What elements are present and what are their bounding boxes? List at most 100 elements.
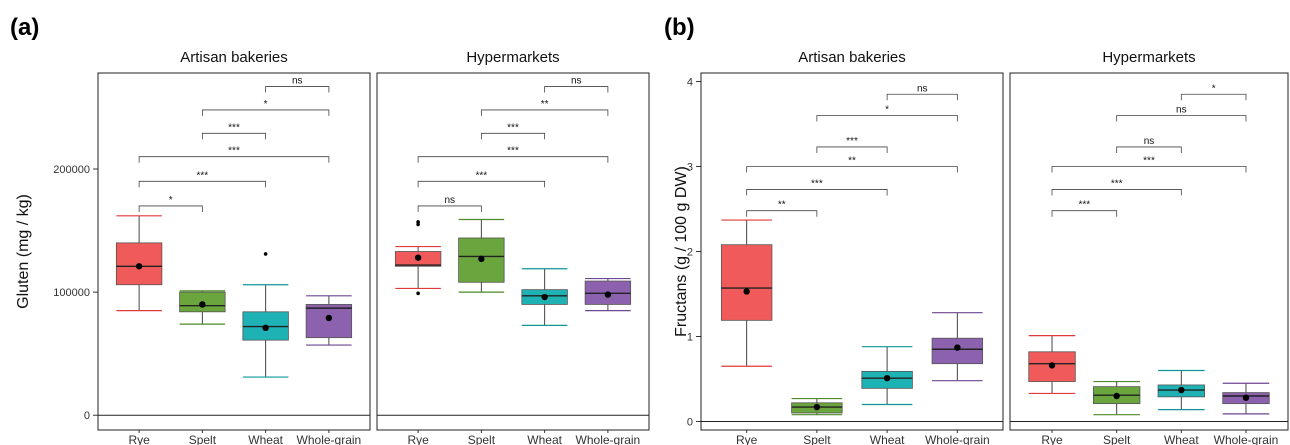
significance-label: ** [848, 156, 856, 167]
outlier-point [416, 222, 420, 227]
significance-label: * [1212, 83, 1216, 94]
significance-bracket [417, 156, 609, 163]
mean-point [325, 314, 333, 322]
y-axis-label: Gluten (mg / kg) [15, 194, 32, 309]
x-tick-label: Spelt [189, 433, 217, 445]
significance-bracket [417, 180, 546, 188]
box-spelt [1093, 380, 1141, 416]
significance-bracket [480, 132, 546, 140]
mean-point [262, 324, 269, 332]
facet-frame [1009, 72, 1289, 431]
box-iqr [720, 244, 773, 321]
significance-label: * [264, 99, 268, 110]
box-iqr [931, 337, 984, 365]
mean-point [414, 254, 422, 261]
y-tick-label: 4 [687, 77, 693, 89]
mean-point [478, 255, 485, 263]
outlier-point [416, 220, 420, 224]
significance-label: ns [917, 83, 928, 94]
x-tick-label: Whole-grain [297, 433, 362, 445]
mean-point [954, 344, 961, 351]
x-tick-label: Wheat [248, 433, 283, 445]
mean-point [604, 291, 612, 298]
significance-label: *** [1111, 178, 1123, 189]
significance-label: *** [1143, 156, 1155, 167]
significance-label: *** [228, 146, 240, 157]
x-tick-label: Whole-grain [576, 433, 641, 445]
facet-title: Hypermarkets [466, 49, 559, 66]
significance-label: ns [1176, 105, 1187, 116]
box-spelt [791, 397, 843, 416]
significance-bracket [886, 93, 958, 101]
significance-label: ns [444, 195, 455, 206]
y-tick-label: 200000 [53, 164, 90, 176]
box-rye [394, 220, 442, 296]
box-wheat [521, 268, 568, 326]
y-tick-label: 100000 [53, 287, 90, 299]
y-tick-label: 2 [687, 247, 693, 259]
significance-label: *** [507, 122, 519, 133]
box-whole-grain [584, 277, 632, 312]
significance-label: *** [846, 136, 858, 147]
panel-label: (b) [664, 14, 695, 41]
significance-bracket [746, 189, 888, 196]
significance-bracket [201, 132, 267, 140]
y-tick-label: 1 [687, 332, 693, 344]
mean-point [1048, 362, 1056, 369]
box-wheat [1157, 369, 1205, 411]
significance-label: ** [541, 99, 549, 110]
significance-bracket [544, 86, 609, 93]
significance-bracket [1051, 210, 1118, 217]
box-wheat [242, 252, 289, 378]
x-tick-label: Spelt [803, 433, 831, 445]
x-tick-label: Rye [128, 433, 150, 445]
box-whole-grain [1222, 382, 1270, 415]
y-tick-label: 3 [687, 162, 693, 174]
significance-label: * [885, 105, 889, 116]
significance-bracket [265, 86, 330, 93]
significance-bracket [417, 205, 482, 212]
significance-bracket [816, 115, 958, 122]
significance-label: *** [1079, 200, 1091, 211]
significance-bracket [1180, 93, 1247, 101]
significance-label: ** [778, 200, 786, 211]
x-tick-label: Whole-grain [925, 433, 990, 445]
chart-panel-1: (b) Fructans (g / 100 g DW) 0 1 2 3 4 Artisan b… [664, 14, 1289, 445]
outlier-point [263, 252, 268, 256]
mean-point [1178, 386, 1185, 394]
significance-bracket [138, 205, 203, 212]
significance-label: *** [507, 146, 519, 157]
significance-bracket [1116, 146, 1182, 153]
significance-bracket [201, 109, 330, 116]
significance-bracket [138, 156, 330, 163]
box-rye [1028, 335, 1076, 395]
facet-title: Artisan bakeries [180, 49, 288, 66]
significance-label: ns [1144, 136, 1155, 147]
panel-label: (a) [10, 14, 39, 41]
mean-point [135, 263, 143, 270]
significance-bracket [1051, 166, 1247, 173]
chart-panel-0: (a) Gluten (mg / kg) 0 100000 200000 Artisan … [10, 14, 650, 445]
mean-point [743, 288, 750, 295]
significance-bracket [138, 180, 267, 188]
box-whole-grain [931, 312, 984, 382]
x-tick-label: Rye [1041, 433, 1063, 445]
facet-title: Artisan bakeries [798, 49, 906, 66]
mean-point [541, 293, 548, 301]
mean-point [1113, 392, 1120, 400]
significance-label: *** [197, 170, 209, 181]
significance-bracket [816, 146, 888, 153]
significance-label: *** [476, 170, 488, 181]
facet-1: Hypermarkets *** *** *** ns ns * Rye Spelt Wheat W… [1009, 49, 1289, 445]
significance-label: *** [228, 122, 240, 133]
x-tick-label: Spelt [1103, 433, 1131, 445]
x-tick-label: Spelt [468, 433, 496, 445]
x-tick-label: Rye [736, 433, 758, 445]
x-tick-label: Wheat [870, 433, 905, 445]
significance-bracket [1051, 189, 1182, 196]
mean-point [1242, 394, 1250, 401]
x-tick-label: Wheat [1164, 433, 1199, 445]
